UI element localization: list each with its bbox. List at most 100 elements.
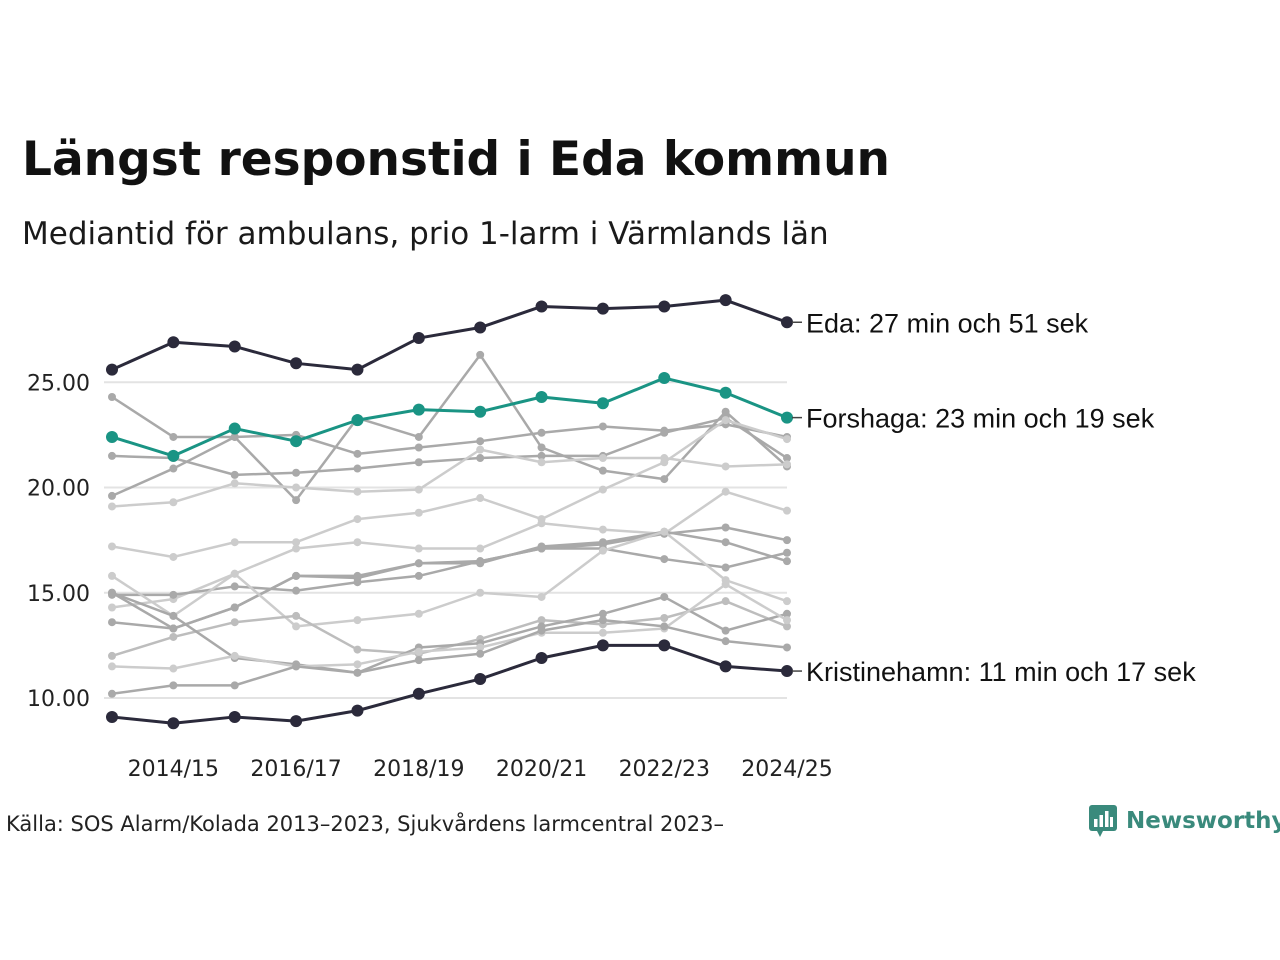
series-eda-callout-label: Eda: 27 min och 51 sek	[806, 308, 1089, 338]
background-series-point	[476, 643, 485, 652]
background-series-point	[660, 622, 669, 631]
series-eda-point	[658, 300, 671, 313]
background-series-point	[783, 557, 791, 566]
x-tick-label: 2020/21	[496, 757, 587, 782]
background-series-point	[292, 586, 301, 595]
newsworthy-logo-icon	[1089, 805, 1117, 837]
chart-title: Längst responstid i Eda kommun	[22, 132, 891, 187]
background-series-point	[537, 592, 546, 601]
background-series-point	[598, 466, 607, 475]
background-series-point	[169, 552, 178, 561]
background-series-point	[598, 546, 607, 555]
background-series-point	[414, 458, 423, 467]
background-series-point	[783, 616, 791, 625]
background-series-point	[598, 525, 607, 534]
background-series-point	[721, 597, 730, 606]
background-series-point	[537, 451, 546, 460]
series-kristinehamn-callout-label: Kristinehamn: 11 min och 17 sek	[806, 657, 1196, 687]
series-forshaga-point	[228, 422, 241, 435]
series-eda-point	[781, 316, 793, 329]
background-series-point	[230, 651, 239, 660]
background-series-line	[111, 591, 788, 674]
background-series-point	[414, 559, 423, 568]
background-series-point	[353, 464, 362, 473]
series-kristinehamn	[106, 639, 793, 730]
background-series	[108, 616, 791, 698]
background-series-point	[414, 647, 423, 656]
series-kristinehamn-point	[781, 665, 793, 678]
background-series-point	[292, 468, 301, 477]
series-eda-point	[535, 300, 548, 313]
background-series-point	[537, 626, 546, 635]
series-kristinehamn-point	[228, 710, 241, 723]
series-forshaga-callout-label: Forshaga: 23 min och 19 sek	[806, 404, 1155, 434]
series-forshaga-point	[781, 411, 793, 424]
series-kristinehamn-point	[596, 639, 609, 652]
background-series-point	[108, 618, 116, 627]
background-series-point	[414, 609, 423, 618]
background-series-point	[598, 628, 607, 637]
series-kristinehamn-point	[351, 704, 364, 717]
series-eda-point	[290, 357, 303, 370]
y-tick-label: 10.00	[27, 687, 90, 712]
background-series-point	[476, 588, 485, 597]
series-eda-line	[111, 298, 788, 372]
background-series-point	[230, 432, 239, 441]
background-series-line	[111, 448, 788, 508]
series-forshaga-point	[290, 435, 303, 448]
background-series-point	[292, 571, 301, 580]
background-series-point	[783, 460, 791, 469]
background-series-point	[660, 592, 669, 601]
series-kristinehamn-line	[111, 643, 788, 725]
background-series-line	[111, 526, 788, 630]
background-series-point	[783, 643, 791, 652]
background-series-point	[660, 475, 669, 484]
background-series-point	[353, 449, 362, 458]
background-series-point	[230, 538, 239, 547]
background-series-point	[721, 416, 730, 425]
background-series-point	[660, 614, 669, 623]
background-series-point	[292, 538, 301, 547]
background-series-point	[783, 622, 791, 631]
x-tick-label: 2022/23	[619, 757, 710, 782]
x-tick-label: 2024/25	[741, 757, 832, 782]
background-series-point	[108, 491, 116, 500]
series-kristinehamn-point	[535, 652, 548, 665]
background-series-point	[169, 664, 178, 673]
background-series-point	[108, 689, 116, 698]
brand-logo[interactable]: Newsworthy	[1088, 804, 1280, 838]
background-series-point	[660, 555, 669, 564]
x-tick-label: 2016/17	[250, 757, 341, 782]
background-series-point	[292, 622, 301, 631]
background-series-point	[414, 508, 423, 517]
background-series-point	[598, 616, 607, 625]
background-series-line	[111, 395, 788, 456]
background-series-point	[476, 350, 485, 359]
background-series-point	[169, 632, 178, 641]
background-series-point	[108, 451, 116, 460]
background-series-point	[721, 637, 730, 646]
background-series-point	[230, 569, 239, 578]
series-eda-point	[351, 363, 364, 376]
background-series-point	[537, 443, 546, 452]
background-series-point	[783, 597, 791, 606]
series-forshaga-point	[658, 372, 671, 385]
line-chart: 10.00 15.00 20.00 25.00 2014/15 2016/17 2018/…	[27, 294, 1196, 782]
series-forshaga-point	[535, 390, 548, 403]
background-series-point	[353, 616, 362, 625]
background-series-point	[537, 616, 546, 625]
background-series-point	[414, 571, 423, 580]
background-series-point	[169, 611, 178, 620]
series-eda	[106, 294, 793, 376]
source-text: Källa: SOS Alarm/Kolada 2013–2023, Sjukv…	[6, 812, 724, 836]
background-series-point	[537, 458, 546, 467]
series-forshaga-point	[167, 449, 180, 462]
background-series-point	[230, 681, 239, 690]
background-series	[108, 350, 791, 698]
series-eda-point	[474, 321, 487, 334]
background-series-point	[598, 485, 607, 494]
background-series-point	[598, 422, 607, 431]
background-series-point	[721, 407, 730, 416]
background-series-point	[414, 544, 423, 553]
background-series-line	[111, 353, 788, 502]
